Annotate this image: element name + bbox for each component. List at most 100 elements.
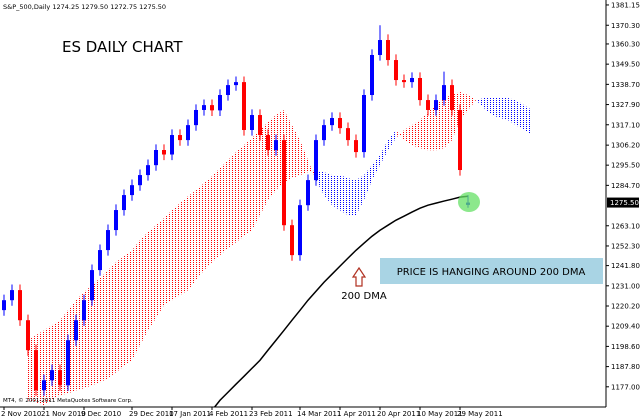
arrow-icon [351,266,367,287]
cloud-segment [252,130,260,231]
x-tick-label: 4 Feb 2011 [209,410,248,418]
candle-body [146,165,150,176]
x-tick-label: 1 Apr 2011 [337,410,376,418]
cloud-segment [388,130,396,151]
note-text: PRICE IS HANGING AROUND 200 DMA [397,267,586,278]
cloud-segment [188,190,196,291]
cloud-segment [100,270,108,383]
cloud-segment [468,95,476,111]
y-tick-label: 1381.15 [611,1,640,9]
candle-body [442,85,446,101]
cloud-segment [300,140,308,176]
cloud-segment [116,256,124,373]
cloud-segment [404,125,412,146]
candle-body [386,40,390,61]
candle-body [290,225,294,256]
y-tick-label: 1306.20 [611,142,640,150]
candle-body [26,320,30,351]
y-tick-label: 1241.80 [611,262,640,270]
cloud-segment [108,262,116,379]
cloud-segment [132,240,140,361]
candle-body [66,340,70,386]
ma-label: 200 DMA [341,291,387,302]
candle-body [242,82,246,130]
cloud-segment [340,175,348,216]
ma-line [213,195,469,407]
y-tick-label: 1252.30 [611,242,640,250]
candle-body [130,185,134,196]
cloud-segment [228,152,236,249]
candle-body [34,350,38,391]
x-tick-label: 20 Apr 2011 [377,410,420,418]
x-tick-label: 29 May 2011 [457,410,503,418]
candle-body [58,370,62,386]
candle-body [250,115,254,130]
cloud-segment [52,320,60,401]
y-tick-label: 1209.40 [611,323,640,331]
candle-body [162,150,166,155]
chart-title: ES DAILY CHART [62,38,183,56]
candle-body [90,270,94,301]
y-tick-label: 1263.10 [611,222,640,230]
candle-body [322,125,326,141]
candle-body [154,150,158,166]
cloud-segment [292,125,300,179]
candle-body [122,195,126,211]
plot-area [2,25,532,407]
candle-body [330,118,334,126]
chart-header: S&P_500,Daily 1274.25 1279.50 1272.75 12… [3,3,166,11]
cloud-segment [220,160,228,256]
cloud-segment [476,98,484,109]
x-tick-label: 2 Nov 2010 [1,410,41,418]
candle-body [258,115,262,136]
cloud-segment [92,278,100,386]
candle-body [354,140,358,153]
cloud-segment [380,140,388,166]
cloud-segment [508,98,516,126]
candle-body [274,140,278,151]
y-tick-label: 1370.30 [611,22,640,30]
candle-body [10,290,14,301]
candle-body [138,175,142,186]
candle-body [50,370,54,381]
cloud-segment [164,210,172,306]
cloud-segment [428,105,436,151]
cloud-segment [516,100,524,131]
y-tick-label: 1220.20 [611,302,640,310]
y-tick-label: 1284.70 [611,182,640,190]
x-tick-label: 9 Dec 2010 [81,410,121,418]
cloud-segment [44,325,52,406]
candle-body [178,135,182,141]
cloud-segment [500,98,508,121]
candle-body [378,40,382,55]
candle-body [202,105,206,110]
candle-body [106,230,110,251]
cloud-segment [332,175,340,211]
y-tick-label: 1360.30 [611,40,640,48]
cloud-segment [372,155,380,181]
y-tick-label: 1295.50 [611,162,640,170]
candle-body [418,77,422,101]
candle-body [370,54,374,96]
candle-body [402,80,406,83]
cloud-segment [524,105,532,136]
y-tick-label: 1198.60 [611,343,640,351]
price-marker-label: 1275.50 [610,199,639,207]
candle-body [282,140,286,226]
cloud-segment [236,145,244,243]
y-tick-label: 1338.70 [611,81,640,89]
candle-body [2,300,6,311]
x-tick-label: 29 Dec 2010 [129,410,174,418]
cloud-segment [324,172,332,206]
y-tick-label: 1231.00 [611,282,640,290]
cloud-segment [356,175,364,216]
cloud-segment [124,250,132,367]
cloud-segment [412,120,420,149]
x-tick-label: 21 Nov 2010 [41,410,86,418]
highlight-circle [458,192,480,212]
y-tick-label: 1187.80 [611,363,640,371]
candle-body [266,135,270,151]
candle-body [114,210,118,231]
candle-body [186,125,190,141]
